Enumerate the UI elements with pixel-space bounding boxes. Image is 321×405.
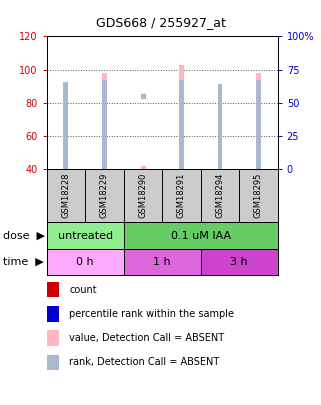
Text: dose  ▶: dose ▶	[3, 230, 45, 241]
Text: GSM18229: GSM18229	[100, 173, 109, 218]
Bar	[47, 222, 124, 249]
Text: GSM18294: GSM18294	[215, 173, 224, 218]
Bar	[256, 80, 261, 169]
Bar	[124, 222, 278, 249]
Text: 0 h: 0 h	[76, 257, 94, 267]
Text: value, Detection Call = ABSENT: value, Detection Call = ABSENT	[69, 333, 224, 343]
Text: GDS668 / 255927_at: GDS668 / 255927_at	[96, 16, 225, 29]
Bar	[256, 73, 261, 169]
Bar	[64, 93, 68, 169]
Bar	[47, 249, 124, 275]
Text: percentile rank within the sample: percentile rank within the sample	[69, 309, 234, 319]
Bar	[179, 80, 184, 169]
Text: rank, Detection Call = ABSENT: rank, Detection Call = ABSENT	[69, 358, 219, 367]
Text: GSM18290: GSM18290	[138, 173, 147, 218]
Bar	[64, 81, 68, 169]
Text: 0.1 uM IAA: 0.1 uM IAA	[170, 230, 231, 241]
Text: count: count	[69, 285, 97, 294]
Text: time  ▶: time ▶	[3, 257, 44, 267]
Bar	[102, 80, 107, 169]
Text: 3 h: 3 h	[230, 257, 248, 267]
Bar	[218, 84, 222, 169]
Text: 1 h: 1 h	[153, 257, 171, 267]
Bar	[179, 65, 184, 169]
Bar	[102, 73, 107, 169]
Text: GSM18291: GSM18291	[177, 173, 186, 218]
Bar	[124, 249, 201, 275]
Bar	[201, 249, 278, 275]
Text: untreated: untreated	[57, 230, 113, 241]
Bar	[218, 118, 222, 169]
Text: GSM18228: GSM18228	[61, 173, 70, 219]
Text: GSM18295: GSM18295	[254, 173, 263, 218]
